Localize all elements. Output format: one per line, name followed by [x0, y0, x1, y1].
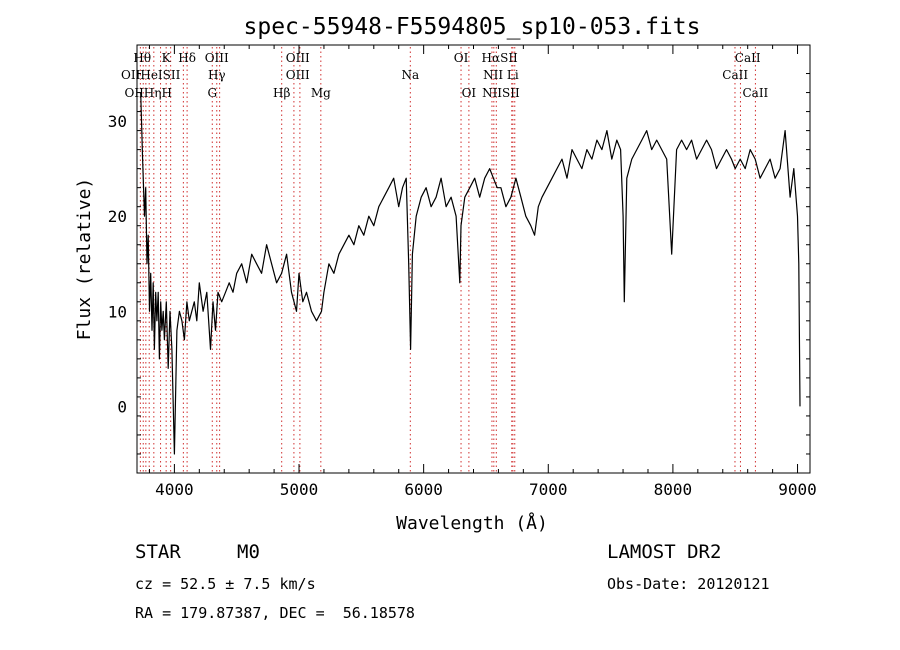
y-tick-label: 10 [108, 302, 127, 321]
x-axis: 4000 5000 6000 7000 8000 9000 [148, 45, 817, 499]
line-label-6: HαSII [482, 51, 519, 65]
line-label-19: NIISII [482, 86, 520, 100]
coordinates: RA = 179.87387, DEC = 56.18578 [135, 604, 415, 622]
line-label-14: OIIHηH [124, 86, 171, 100]
chart-title: spec-55948-F5594805_sp10-053.fits [244, 14, 701, 40]
survey-name: LAMOST DR2 [607, 541, 722, 563]
series-layer [140, 92, 801, 455]
x-tick-label: 5000 [280, 480, 319, 499]
line-label-9: Hγ [208, 68, 226, 82]
line-label-10: OIII [286, 68, 310, 82]
y-tick-label: 30 [108, 112, 127, 131]
line-label-8: OIIHeISII [121, 68, 181, 82]
line-marker-labels: Hθ K Hδ OIII OIII OI HαSII CaII OIIHeISII Hγ OIII N… [121, 51, 769, 100]
y-axis: 0 10 20 30 [108, 73, 810, 455]
line-label-11: Na [401, 68, 419, 82]
x-tick-label: 9000 [778, 480, 817, 499]
line-label-13: CaII [722, 68, 748, 82]
line-label-12: NII Li [483, 68, 519, 82]
line-label-1: K [162, 51, 172, 65]
line-markers [139, 47, 756, 472]
line-label-4: OIII [286, 51, 310, 65]
x-tick-label: 7000 [529, 480, 568, 499]
line-label-20: CaII [742, 86, 768, 100]
obs-date: Obs-Date: 20120121 [607, 575, 770, 593]
y-tick-label: 20 [108, 207, 127, 226]
line-label-0: Hθ [133, 51, 151, 65]
line-label-2: Hδ [178, 51, 196, 65]
line-label-15: G [207, 86, 217, 100]
y-axis-label: Flux (relative) [74, 178, 95, 341]
line-label-17: Mg [311, 86, 331, 100]
x-tick-label: 4000 [155, 480, 194, 499]
object-subclass: M0 [237, 541, 260, 563]
line-label-7: CaII [735, 51, 761, 65]
x-axis-label: Wavelength (Å) [396, 512, 548, 534]
line-label-5: OI [454, 51, 469, 65]
redshift-readout: cz = 52.5 ± 7.5 km/s [135, 575, 316, 593]
line-label-16: Hβ [273, 86, 290, 100]
line-label-3: OIII [205, 51, 229, 65]
series-line-0 [140, 92, 801, 455]
plot-frame [136, 44, 811, 474]
x-tick-label: 8000 [654, 480, 693, 499]
y-tick-label: 0 [117, 397, 127, 416]
x-tick-label: 6000 [404, 480, 443, 499]
object-class: STAR [135, 541, 181, 563]
line-label-18: OI [462, 86, 477, 100]
